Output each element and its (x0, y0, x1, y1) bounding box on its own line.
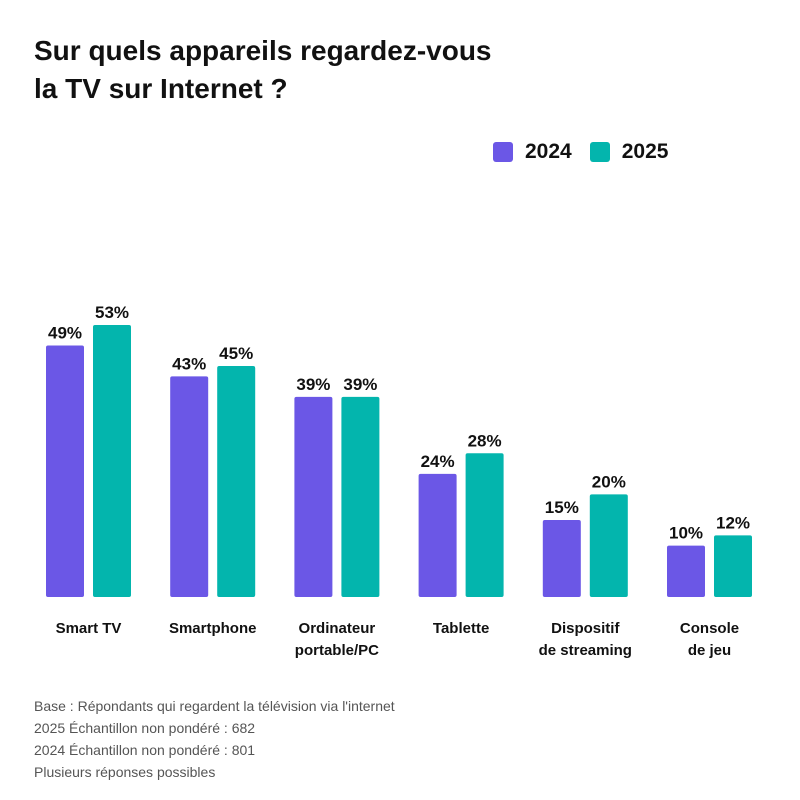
category-label-line: Tablette (433, 620, 489, 637)
bar-console-de-jeu-2025 (714, 535, 752, 597)
chart-title-line-1: Sur quels appareils regardez-vous (34, 35, 492, 66)
data-label-dispositif-de-streaming-2025: 20% (592, 472, 626, 491)
data-label-smartphone-2025: 45% (219, 344, 253, 363)
data-label-console-de-jeu-2025: 12% (716, 513, 750, 532)
data-label-ordinateur-portable-pc-2025: 39% (343, 375, 377, 394)
category-label-line: Smart TV (56, 620, 122, 637)
data-label-smart-tv-2025: 53% (95, 303, 129, 322)
category-label-tablette: Tablette (433, 620, 489, 637)
bar-dispositif-de-streaming-2025 (589, 494, 628, 597)
data-label-tablette-2024: 24% (421, 452, 455, 471)
legend: 2024 2025 (493, 138, 686, 166)
category-label-smart-tv: Smart TV (56, 620, 122, 637)
data-label-smart-tv-2024: 49% (48, 324, 82, 343)
data-label-tablette-2025: 28% (468, 431, 502, 450)
bar-smartphone-2025 (217, 366, 256, 597)
category-label-line: Dispositif (551, 620, 620, 637)
chart-title-line-2: la TV sur Internet ? (34, 73, 288, 104)
category-label-console-de-jeu: Console de jeu (680, 620, 739, 659)
category-label-dispositif-de-streaming: Dispositif de streaming (539, 620, 632, 659)
chart-title: Sur quels appareils regardez-vous la TV … (34, 32, 594, 108)
bar-console-de-jeu-2024 (667, 545, 705, 597)
bar-smart-tv-2025 (93, 325, 131, 597)
bar-tablette-2025 (465, 453, 504, 597)
footnotes: Base : Répondants qui regardent la télév… (34, 695, 395, 783)
bar-ordinateur-portable-pc-2024 (294, 396, 333, 597)
data-label-smartphone-2024: 43% (172, 354, 206, 373)
category-label-line: de streaming (539, 642, 632, 659)
legend-swatch-2024 (493, 142, 513, 162)
footnote-multiple: Plusieurs réponses possibles (34, 764, 216, 780)
bar-smartphone-2024 (170, 376, 209, 597)
category-label-line: Ordinateur (299, 620, 376, 637)
legend-label-2025: 2025 (621, 140, 669, 163)
bar-dispositif-de-streaming-2024 (542, 520, 581, 597)
bar-ordinateur-portable-pc-2025 (341, 396, 380, 597)
data-label-dispositif-de-streaming-2024: 15% (545, 498, 579, 517)
category-label-line: Console (680, 620, 739, 637)
category-label-ordinateur-portable-pc: Ordinateur portable/PC (295, 620, 379, 659)
legend-label-2024: 2024 (525, 140, 572, 163)
bar-smart-tv-2024 (46, 345, 84, 597)
data-label-console-de-jeu-2024: 10% (669, 524, 703, 543)
data-label-ordinateur-portable-pc-2024: 39% (296, 375, 330, 394)
bar-tablette-2024 (418, 473, 457, 597)
category-label-line: portable/PC (295, 642, 379, 659)
footnote-base: Base : Répondants qui regardent la télév… (34, 698, 395, 714)
legend-item-2025: 2025 (589, 140, 669, 164)
footnote-sample-2024: 2024 Échantillon non pondéré : 801 (34, 742, 256, 758)
legend-swatch-2025 (589, 142, 610, 162)
footnote-sample-2025: 2025 Échantillon non pondéré : 682 (34, 720, 256, 736)
legend-item-2024: 2024 (493, 140, 572, 164)
category-label-smartphone: Smartphone (169, 620, 257, 637)
category-label-line: de jeu (688, 642, 731, 659)
category-label-line: Smartphone (169, 620, 257, 637)
